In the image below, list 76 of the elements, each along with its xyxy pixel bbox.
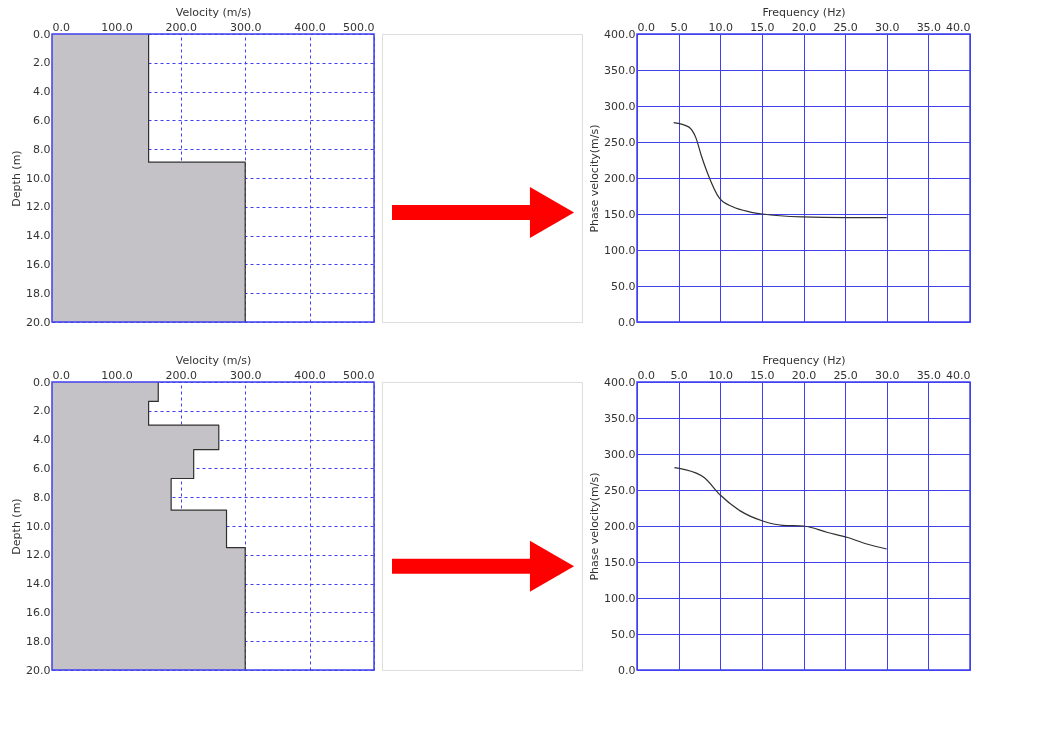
y-tick-label: 100.0 xyxy=(604,243,636,257)
y-tick-label: 18.0 xyxy=(26,286,51,300)
y-tick-label: 20.0 xyxy=(26,663,51,677)
x-tick-label: 200.0 xyxy=(165,20,198,34)
x-axis-title: Frequency (Hz) xyxy=(762,5,846,19)
y-tick-label: 50.0 xyxy=(611,627,636,641)
x-tick-label: 25.0 xyxy=(833,20,858,34)
x-tick-label: 0.0 xyxy=(52,20,70,34)
y-tick-label: 250.0 xyxy=(604,483,636,497)
y-tick-label: 4.0 xyxy=(33,433,51,447)
x-tick-label: 200.0 xyxy=(165,368,198,382)
x-tick-label: 500.0 xyxy=(343,20,375,34)
x-tick-label: 15.0 xyxy=(750,368,775,382)
x-tick-label: 100.0 xyxy=(101,368,133,382)
y-tick-label: 2.0 xyxy=(33,56,51,70)
x-tick-label: 0.0 xyxy=(52,368,70,382)
x-axis-title: Velocity (m/s) xyxy=(175,353,252,367)
x-tick-label: 500.0 xyxy=(343,368,375,382)
line-series xyxy=(673,467,888,550)
y-tick-label: 100.0 xyxy=(604,591,636,605)
x-tick-label: 30.0 xyxy=(875,20,900,34)
y-tick-label: 18.0 xyxy=(26,634,51,648)
x-axis-title: Velocity (m/s) xyxy=(175,5,252,19)
y-tick-label: 12.0 xyxy=(26,548,51,562)
x-tick-label: 300.0 xyxy=(229,20,262,34)
x-tick-label: 20.0 xyxy=(791,368,817,382)
x-tick-label: 25.0 xyxy=(833,368,858,382)
y-tick-label: 350.0 xyxy=(604,63,636,77)
x-tick-label: 10.0 xyxy=(708,20,733,34)
y-axis-title: Depth (m) xyxy=(10,498,24,555)
y-tick-label: 150.0 xyxy=(604,555,636,569)
y-tick-label: 8.0 xyxy=(33,490,51,504)
y-tick-label: 16.0 xyxy=(26,257,51,271)
y-tick-label: 0.0 xyxy=(618,663,636,677)
y-tick-label: 14.0 xyxy=(26,577,51,591)
x-tick-label: 40.0 xyxy=(946,368,971,382)
y-tick-label: 250.0 xyxy=(604,135,636,149)
x-tick-label: 5.0 xyxy=(670,20,688,34)
x-axis-title: Frequency (Hz) xyxy=(762,353,846,367)
y-axis-title: Depth (m) xyxy=(10,150,24,207)
y-tick-label: 50.0 xyxy=(611,279,636,293)
y-tick-label: 6.0 xyxy=(33,461,51,475)
x-tick-label: 0.0 xyxy=(637,368,655,382)
line-series xyxy=(673,121,888,219)
x-tick-label: 15.0 xyxy=(750,20,775,34)
y-tick-label: 4.0 xyxy=(33,85,51,99)
x-tick-label: 100.0 xyxy=(101,20,133,34)
y-tick-label: 350.0 xyxy=(604,411,636,425)
y-tick-label: 150.0 xyxy=(604,207,636,221)
y-tick-label: 8.0 xyxy=(33,142,51,156)
y-tick-label: 20.0 xyxy=(26,315,51,329)
y-tick-label: 16.0 xyxy=(26,605,51,619)
x-tick-label: 400.0 xyxy=(294,368,326,382)
x-tick-label: 400.0 xyxy=(294,20,326,34)
y-tick-label: 200.0 xyxy=(604,171,636,185)
y-tick-label: 300.0 xyxy=(604,447,636,461)
y-axis-title: Phase velocity(m/s) xyxy=(588,472,602,581)
x-tick-label: 300.0 xyxy=(229,368,262,382)
x-tick-label: 30.0 xyxy=(875,368,900,382)
x-tick-label: 40.0 xyxy=(946,20,971,34)
y-tick-label: 10.0 xyxy=(26,171,51,185)
y-tick-label: 12.0 xyxy=(26,200,51,214)
y-tick-label: 6.0 xyxy=(33,113,51,127)
x-tick-label: 5.0 xyxy=(670,368,688,382)
y-tick-label: 14.0 xyxy=(26,229,51,243)
y-tick-label: 0.0 xyxy=(618,315,636,329)
x-tick-label: 0.0 xyxy=(637,20,655,34)
y-axis-title: Phase velocity(m/s) xyxy=(588,124,602,233)
y-tick-label: 10.0 xyxy=(26,519,51,533)
y-tick-label: 2.0 xyxy=(33,404,51,418)
x-tick-label: 35.0 xyxy=(916,20,942,34)
x-tick-label: 35.0 xyxy=(916,368,942,382)
x-tick-label: 10.0 xyxy=(708,368,733,382)
y-tick-label: 200.0 xyxy=(604,519,636,533)
x-tick-label: 20.0 xyxy=(791,20,817,34)
y-tick-label: 300.0 xyxy=(604,99,636,113)
